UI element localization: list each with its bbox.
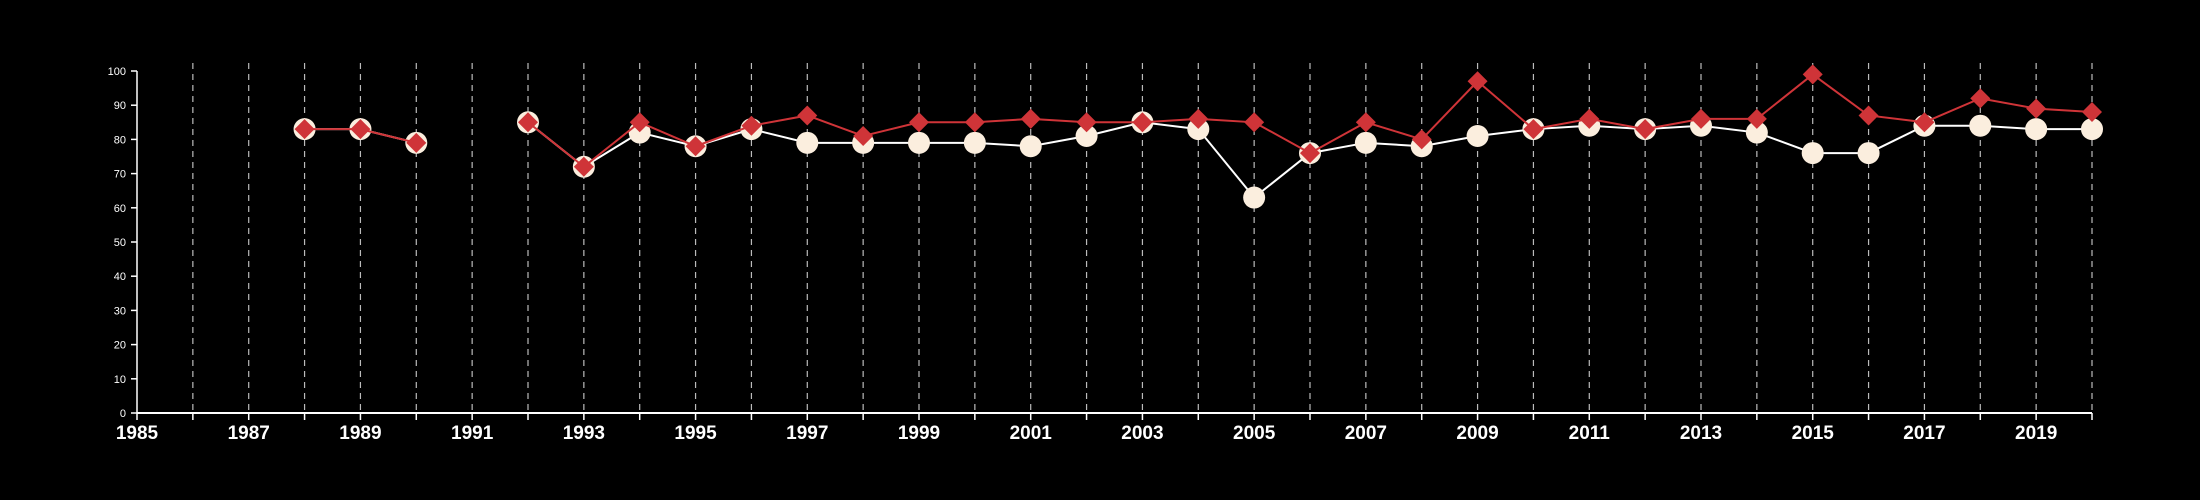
series-0-point-2004 xyxy=(1187,118,1210,141)
series-1-point-2012 xyxy=(1635,119,1656,140)
series-0-point-1999 xyxy=(908,131,930,154)
series-0-point-2018 xyxy=(1969,114,1992,137)
series-1-point-1997 xyxy=(797,105,818,126)
series-1-point-2007 xyxy=(1355,112,1376,133)
y-tick-label-10: 10 xyxy=(114,374,126,386)
series-1-point-1994 xyxy=(629,112,650,133)
y-tick-label-80: 80 xyxy=(114,134,126,146)
series-1-point-2020 xyxy=(2082,102,2102,123)
x-tick-label-1993: 1993 xyxy=(563,423,605,444)
series-0-point-2000 xyxy=(963,131,986,154)
y-tick-label-70: 70 xyxy=(114,169,126,181)
series-0-point-2002 xyxy=(1075,124,1098,147)
series-1-point-2016 xyxy=(1858,105,1879,126)
series-1-point-1989 xyxy=(350,119,371,140)
series-1-point-2003 xyxy=(1132,112,1153,133)
series-0-point-2020 xyxy=(2081,118,2103,141)
series-1-point-2002 xyxy=(1076,112,1097,133)
series-1-point-2017 xyxy=(1914,112,1935,133)
series-1 xyxy=(294,64,2102,177)
x-tick-label-2019: 2019 xyxy=(2015,423,2057,444)
axes: 0 10 20 30 40 50 60 70 80 90 100 1985 1987 1989 1991 19… xyxy=(108,66,2093,444)
series-0-point-1997 xyxy=(796,131,819,154)
x-tick-label-1985: 1985 xyxy=(116,423,159,444)
series-1-point-1992 xyxy=(518,112,538,133)
series-0-point-2015 xyxy=(1801,142,1824,165)
series-1-point-2006 xyxy=(1300,143,1320,164)
series-1-point-2004 xyxy=(1188,108,1209,129)
series-1-point-2009 xyxy=(1467,71,1488,92)
x-tick-label-1991: 1991 xyxy=(451,423,494,444)
x-tick-label-2007: 2007 xyxy=(1345,423,1387,444)
x-tick-label-2001: 2001 xyxy=(1010,423,1053,444)
y-tick-label-100: 100 xyxy=(108,66,126,78)
series-1-point-1988 xyxy=(294,119,315,140)
y-tick-label-0: 0 xyxy=(120,408,126,420)
series-0-point-2005 xyxy=(1243,186,1266,209)
series-1-point-2014 xyxy=(1746,108,1767,129)
y-tick-label-90: 90 xyxy=(114,100,126,112)
x-tick-label-2003: 2003 xyxy=(1121,423,1163,444)
series-0-point-2007 xyxy=(1354,131,1377,154)
series-1-point-1990 xyxy=(406,132,427,153)
series-1-point-1999 xyxy=(909,112,929,133)
y-tick-label-30: 30 xyxy=(114,305,126,317)
x-tick-label-2017: 2017 xyxy=(1903,423,1945,444)
series-0-point-2001 xyxy=(1019,135,1042,158)
data-series xyxy=(293,64,2103,209)
x-tick-label-1987: 1987 xyxy=(228,423,270,444)
series-1-point-2008 xyxy=(1411,129,1432,150)
series-1-point-2000 xyxy=(964,112,985,133)
x-tick-label-2005: 2005 xyxy=(1233,423,1276,444)
y-tick-label-50: 50 xyxy=(114,237,126,249)
series-1-point-1996 xyxy=(741,115,762,136)
series-1-point-2015 xyxy=(1802,64,1823,85)
series-1-point-2010 xyxy=(1523,119,1544,140)
y-tick-label-60: 60 xyxy=(114,203,126,215)
x-tick-label-2015: 2015 xyxy=(1792,423,1835,444)
x-tick-label-2009: 2009 xyxy=(1456,423,1498,444)
x-tick-label-1995: 1995 xyxy=(674,423,717,444)
series-1-point-1993 xyxy=(573,156,594,177)
series-1-point-2011 xyxy=(1579,108,1600,129)
y-tick-label-40: 40 xyxy=(114,271,126,283)
x-tick-label-2013: 2013 xyxy=(1680,423,1722,444)
x-tick-label-1989: 1989 xyxy=(339,423,381,444)
series-0-point-2019 xyxy=(2025,118,2048,141)
series-1-point-2013 xyxy=(1691,108,1711,129)
series-1-point-2019 xyxy=(2026,98,2047,119)
series-0-point-2016 xyxy=(1857,142,1880,165)
series-1-point-2001 xyxy=(1020,108,1041,129)
x-tick-label-1999: 1999 xyxy=(898,423,940,444)
y-tick-label-20: 20 xyxy=(114,340,126,352)
series-1-point-1998 xyxy=(853,125,874,146)
series-1-point-2005 xyxy=(1244,112,1265,133)
x-tick-label-1997: 1997 xyxy=(786,423,828,444)
series-1-point-2018 xyxy=(1970,88,1991,109)
series-1-point-1995 xyxy=(685,136,706,157)
x-tick-label-2011: 2011 xyxy=(1569,423,1611,444)
series-0-point-2014 xyxy=(1745,121,1768,144)
series-0-point-2009 xyxy=(1466,124,1489,147)
